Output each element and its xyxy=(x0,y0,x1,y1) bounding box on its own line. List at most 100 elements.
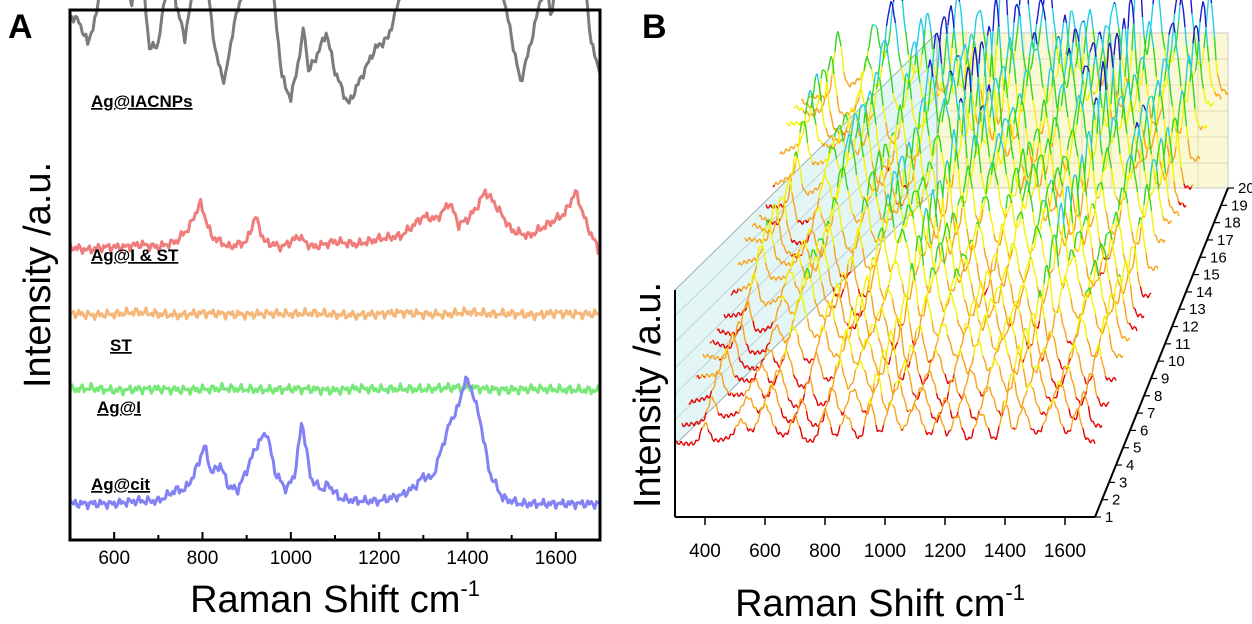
spectrum-segment xyxy=(793,239,797,243)
spectrum-segment xyxy=(957,273,961,277)
spectrum-segment xyxy=(1029,352,1033,367)
spectrum-segment xyxy=(1023,168,1027,177)
spectrum-segment xyxy=(978,328,982,339)
spectrum-segment xyxy=(847,259,851,265)
spectrum-segment xyxy=(1143,105,1147,111)
spectrum-segment xyxy=(1145,252,1149,264)
panel-b-spectra xyxy=(674,0,1229,447)
spectrum-segment xyxy=(799,259,803,267)
spectrum-segment xyxy=(1127,172,1131,180)
spectrum-segment xyxy=(801,220,805,225)
spectrum-segment xyxy=(975,293,979,300)
spectrum-segment xyxy=(853,309,857,321)
spectrum-segment xyxy=(912,155,916,161)
spectrum-segment xyxy=(1146,263,1150,269)
spectrum-segment xyxy=(1055,121,1059,127)
spectrum-segment xyxy=(1073,236,1077,248)
spectrum-segment xyxy=(1085,215,1089,221)
spectrum-segment xyxy=(860,293,864,304)
spectrum-segment xyxy=(1107,232,1110,235)
spectrum-segment xyxy=(1041,214,1045,221)
spectrum-segment xyxy=(1063,165,1067,176)
spectrum-segment xyxy=(1028,45,1032,57)
spectrum-segment xyxy=(1098,243,1102,252)
spectrum-segment xyxy=(1118,224,1122,231)
spectrum-segment xyxy=(1181,90,1185,95)
spectrum-segment xyxy=(788,308,792,315)
spectrum-segment xyxy=(819,238,822,241)
spectrum-segment xyxy=(1110,287,1114,299)
spectrum-segment xyxy=(1114,3,1118,16)
spectrum-segment xyxy=(979,295,983,303)
spectrum-segment xyxy=(1208,61,1212,79)
spectrum-segment xyxy=(1098,337,1102,346)
spectrum-segment xyxy=(724,346,728,349)
spectrum-segment xyxy=(1016,368,1020,375)
spectrum-segment xyxy=(1049,192,1053,206)
spectrum-segment xyxy=(836,125,840,130)
spectrum-segment xyxy=(891,215,895,228)
spectrum-segment xyxy=(872,306,876,318)
spectrum-segment xyxy=(958,325,961,328)
spectrum-segment xyxy=(1089,270,1093,276)
spectrum-segment xyxy=(1056,95,1060,113)
spectrum-segment xyxy=(1026,180,1030,186)
spectrum-segment xyxy=(1040,207,1044,214)
spectrum-segment xyxy=(844,321,847,324)
spectrum-segment xyxy=(1082,251,1086,260)
spectrum-segment xyxy=(883,237,887,250)
spectrum-segment xyxy=(898,159,902,165)
spectrum-segment xyxy=(1102,246,1106,257)
spectrum-segment xyxy=(869,115,873,120)
spectrum-segment xyxy=(1049,57,1053,70)
spectrum-segment xyxy=(947,71,951,83)
spectrum-segment xyxy=(1201,47,1205,63)
spectrum-segment xyxy=(773,222,777,227)
spectrum-segment xyxy=(824,225,828,231)
spectrum-segment xyxy=(1084,291,1088,295)
spectrum-segment xyxy=(987,144,991,157)
spectrum-segment xyxy=(933,67,937,76)
spectrum-segment xyxy=(906,41,910,55)
spectrum-segment xyxy=(1034,173,1038,186)
spectrum-segment xyxy=(844,163,848,167)
spectrum-segment xyxy=(1095,84,1099,93)
spectrum-segment xyxy=(889,69,893,80)
spectrum-segment xyxy=(1016,306,1020,311)
spectrum-segment xyxy=(959,84,963,88)
spectrum-segment xyxy=(771,221,775,225)
spectrum-segment xyxy=(982,325,986,331)
spectrum-segment xyxy=(1110,81,1114,104)
spectrum-segment xyxy=(929,195,933,212)
spectrum-segment xyxy=(1137,126,1141,137)
spectrum-segment xyxy=(980,229,984,236)
spectrum-segment xyxy=(981,197,985,204)
spectrum-segment xyxy=(804,245,808,250)
spectrum-segment xyxy=(1039,174,1043,186)
spectrum-segment xyxy=(876,71,880,77)
spectrum-segment xyxy=(946,99,950,105)
spectrum-segment xyxy=(1130,153,1134,163)
spectrum-segment xyxy=(1078,318,1082,327)
spectrum-segment xyxy=(780,237,784,246)
spectrum-segment xyxy=(895,101,899,108)
spectrum-segment xyxy=(812,106,816,117)
spectrum-segment xyxy=(846,272,850,276)
spectrum-segment xyxy=(878,228,882,234)
spectrum-segment xyxy=(1225,92,1229,96)
spectrum-segment xyxy=(1106,147,1110,152)
spectrum-segment xyxy=(814,210,817,213)
spectrum-segment xyxy=(985,196,989,201)
spectrum-segment xyxy=(976,116,980,133)
spectrum-segment xyxy=(1032,185,1036,191)
spectrum-segment xyxy=(700,396,703,399)
spectrum-segment xyxy=(1046,358,1050,363)
spectrum-segment xyxy=(784,176,787,179)
spectrum-segment xyxy=(965,245,969,252)
spectrum-segment xyxy=(889,218,892,221)
spectrum-segment xyxy=(836,282,840,289)
spectrum-segment xyxy=(985,288,989,293)
spectrum-segment xyxy=(1176,21,1180,39)
spectrum-segment xyxy=(1033,228,1037,239)
spectrum-segment xyxy=(886,150,890,158)
